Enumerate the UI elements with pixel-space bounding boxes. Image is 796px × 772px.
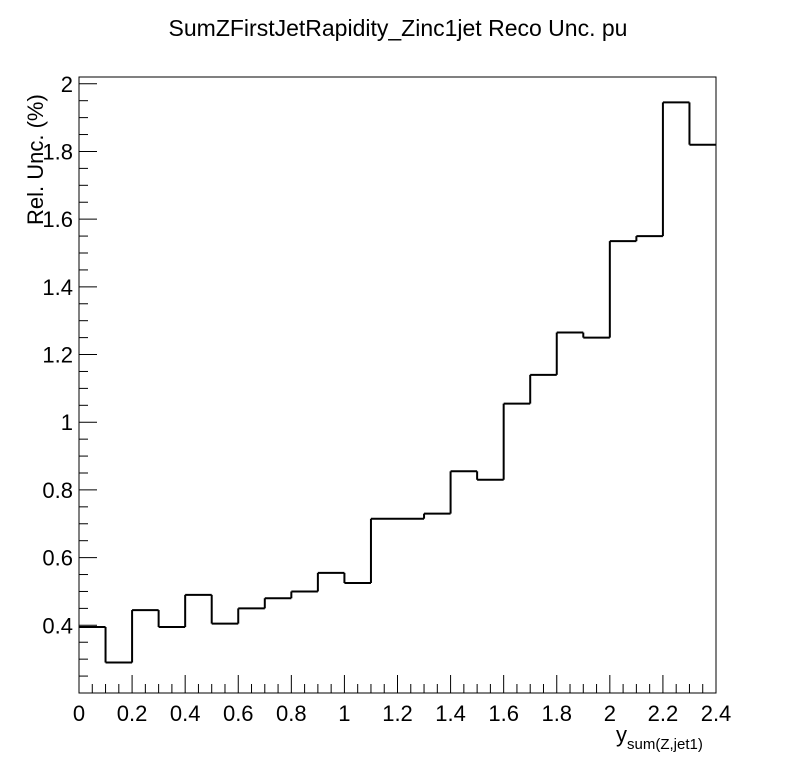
x-axis-label-subscript: sum(Z,jet1) <box>627 736 703 753</box>
y-tick-label: 0.6 <box>42 546 73 571</box>
x-tick-label: 2.2 <box>648 701 679 726</box>
x-tick-label: 1.6 <box>488 701 519 726</box>
x-tick-label: 2 <box>604 701 616 726</box>
x-tick-label: 0.8 <box>276 701 307 726</box>
y-axis-ticks <box>79 83 97 694</box>
x-axis-label-main: y <box>616 722 627 747</box>
x-axis-ticks <box>78 675 717 693</box>
x-tick-label: 0.6 <box>223 701 254 726</box>
y-tick-label: 1.8 <box>42 139 73 164</box>
y-tick-label: 1.4 <box>42 275 73 300</box>
chart-title: SumZFirstJetRapidity_Zinc1jet Reco Unc. … <box>169 15 628 41</box>
x-tick-label: 2.4 <box>701 701 732 726</box>
plot-frame <box>78 76 717 694</box>
y-tick-label: 1.2 <box>42 343 73 368</box>
x-axis-label: ysum(Z,jet1) <box>616 722 703 753</box>
y-tick-label: 2 <box>61 72 73 97</box>
x-tick-label: 0.4 <box>170 701 201 726</box>
y-tick-label: 1 <box>61 410 73 435</box>
y-axis-label: Rel. Unc. (%) <box>23 94 48 225</box>
histogram-steps <box>79 101 716 664</box>
x-tick-label: 1 <box>338 701 350 726</box>
y-tick-label: 1.6 <box>42 207 73 232</box>
x-tick-label: 0 <box>73 701 85 726</box>
y-tick-label: 0.4 <box>42 613 73 638</box>
y-tick-label: 0.8 <box>42 478 73 503</box>
x-tick-label: 0.2 <box>117 701 148 726</box>
x-tick-label: 1.2 <box>382 701 413 726</box>
x-tick-label: 1.8 <box>541 701 572 726</box>
x-tick-label: 1.4 <box>435 701 466 726</box>
x-axis-tick-labels: 0 0.2 0.4 0.6 0.8 1 1.2 1.4 1.6 1.8 2 2.2 2.4 <box>73 701 731 726</box>
y-axis-tick-labels: 0.4 0.6 0.8 1 1.2 1.4 1.6 1.8 2 <box>42 72 73 639</box>
